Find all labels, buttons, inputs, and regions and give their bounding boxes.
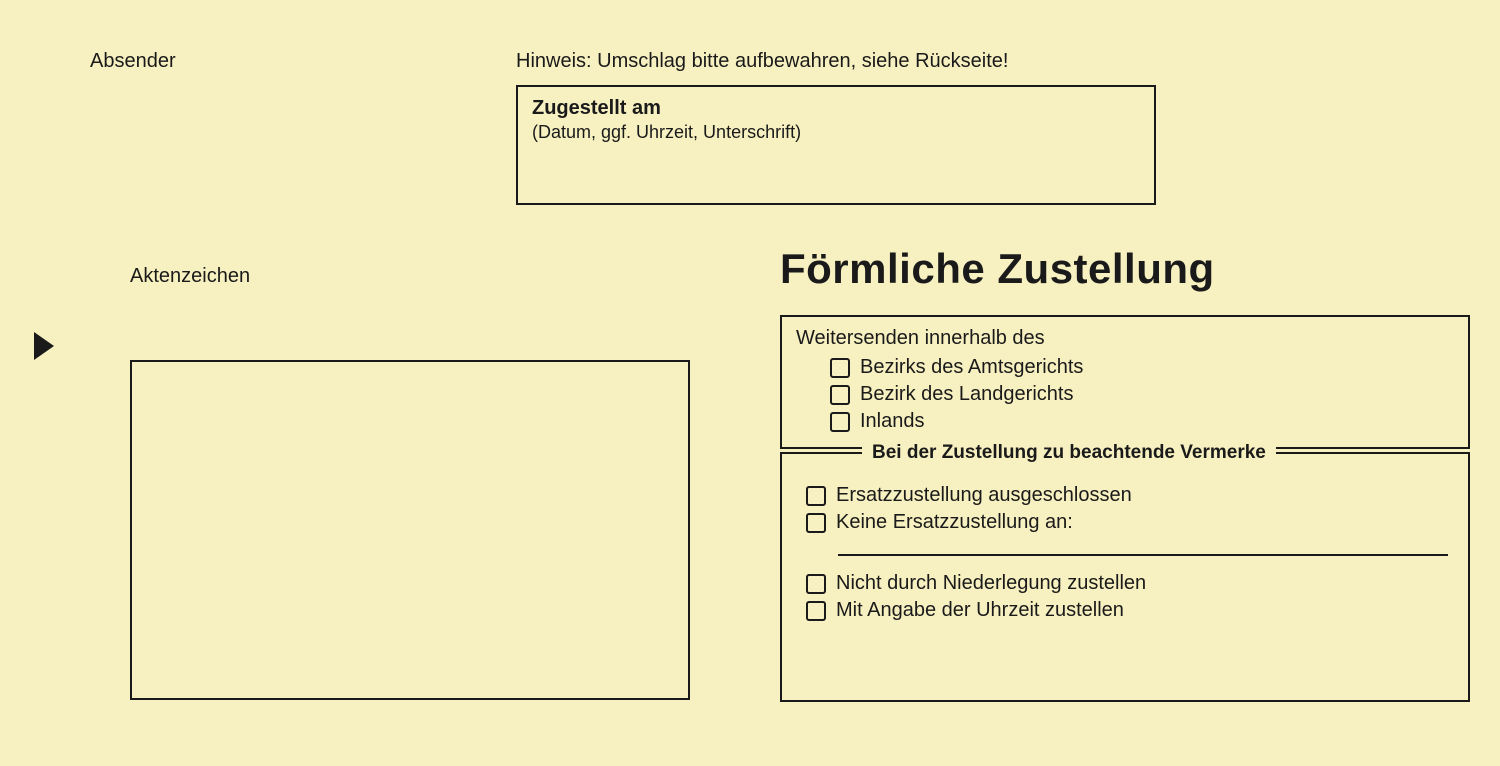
arrow-right-icon: [34, 332, 54, 360]
forward-option-row: Inlands: [830, 408, 1454, 435]
checkbox-icon[interactable]: [806, 574, 826, 594]
checkbox-icon[interactable]: [806, 601, 826, 621]
forward-option-label: Inlands: [860, 408, 925, 435]
checkbox-icon[interactable]: [830, 358, 850, 378]
forward-box: Weitersenden innerhalb des Bezirks des A…: [780, 315, 1470, 449]
notes-option-label: Ersatzzustellung ausgeschlossen: [836, 482, 1132, 509]
forward-option-label: Bezirk des Landgerichts: [860, 381, 1073, 408]
notes-option-label: Keine Ersatzzustellung an:: [836, 509, 1073, 536]
notes-option-label: Nicht durch Niederlegung zustellen: [836, 570, 1146, 597]
envelope-form: Absender Hinweis: Umschlag bitte aufbewa…: [0, 0, 1500, 766]
forward-heading: Weitersenden innerhalb des: [796, 327, 1454, 350]
forward-option-row: Bezirks des Amtsgerichts: [830, 354, 1454, 381]
checkbox-icon[interactable]: [806, 486, 826, 506]
delivered-title: Zugestellt am: [532, 97, 1140, 120]
notes-legend: Bei der Zustellung zu beachtende Vermerk…: [862, 442, 1276, 464]
notes-option-label: Mit Angabe der Uhrzeit zustellen: [836, 597, 1124, 624]
reference-label: Aktenzeichen: [130, 265, 250, 288]
checkbox-icon[interactable]: [806, 513, 826, 533]
delivered-box: Zugestellt am (Datum, ggf. Uhrzeit, Unte…: [516, 85, 1156, 205]
sender-label: Absender: [90, 50, 176, 73]
forward-option-label: Bezirks des Amtsgerichts: [860, 354, 1083, 381]
notes-option-row: Ersatzzustellung ausgeschlossen: [806, 482, 1450, 509]
write-in-line[interactable]: [838, 554, 1448, 556]
checkbox-icon[interactable]: [830, 412, 850, 432]
checkbox-icon[interactable]: [830, 385, 850, 405]
forward-option-row: Bezirk des Landgerichts: [830, 381, 1454, 408]
delivered-subtitle: (Datum, ggf. Uhrzeit, Unterschrift): [532, 122, 1140, 143]
notes-option-row: Keine Ersatzzustellung an:: [806, 509, 1450, 536]
hint-text: Hinweis: Umschlag bitte aufbewahren, sie…: [516, 50, 1008, 73]
notes-box: Bei der Zustellung zu beachtende Vermerk…: [780, 452, 1470, 702]
notes-option-row: Nicht durch Niederlegung zustellen: [806, 570, 1450, 597]
form-title: Förmliche Zustellung: [780, 245, 1215, 293]
notes-option-row: Mit Angabe der Uhrzeit zustellen: [806, 597, 1450, 624]
address-field[interactable]: [130, 360, 690, 700]
